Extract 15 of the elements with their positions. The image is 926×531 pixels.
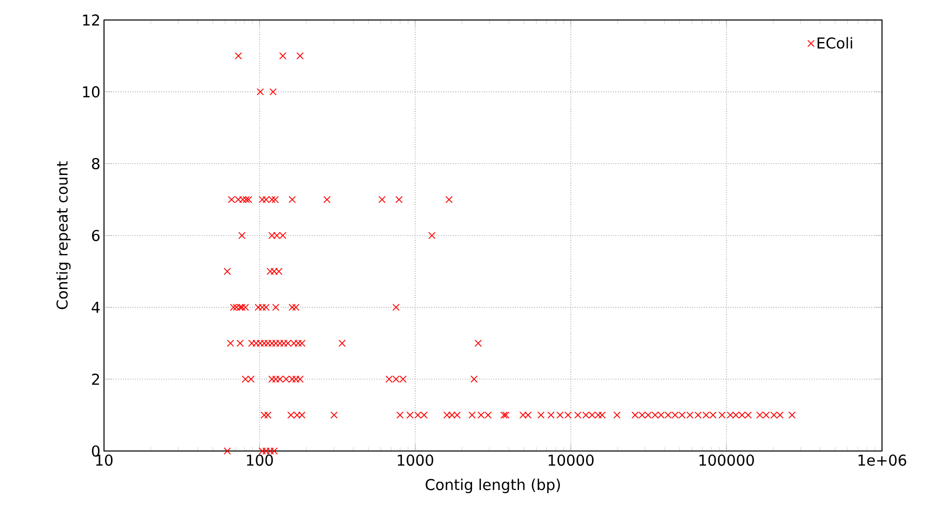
x-tick-label: 1e+06 [858,454,906,466]
y-tick-label: 0 [92,445,100,457]
x-tick-label: 100 [246,454,273,466]
y-tick-label: 6 [92,230,100,242]
x-tick-label: 10000 [548,454,594,466]
x-tick-label: 100000 [700,454,754,466]
y-axis-title: Contig repeat count [56,161,71,310]
y-tick-label: 10 [83,86,100,98]
y-tick-label: 8 [92,158,100,170]
y-tick-label: 4 [92,302,100,313]
x-tick-label: 1000 [398,454,434,466]
x-axis-title: Contig length (bp) [426,478,560,494]
y-tick-label: 12 [83,14,99,26]
legend-label: EColi [818,37,852,49]
y-tick-label: 2 [92,374,99,385]
